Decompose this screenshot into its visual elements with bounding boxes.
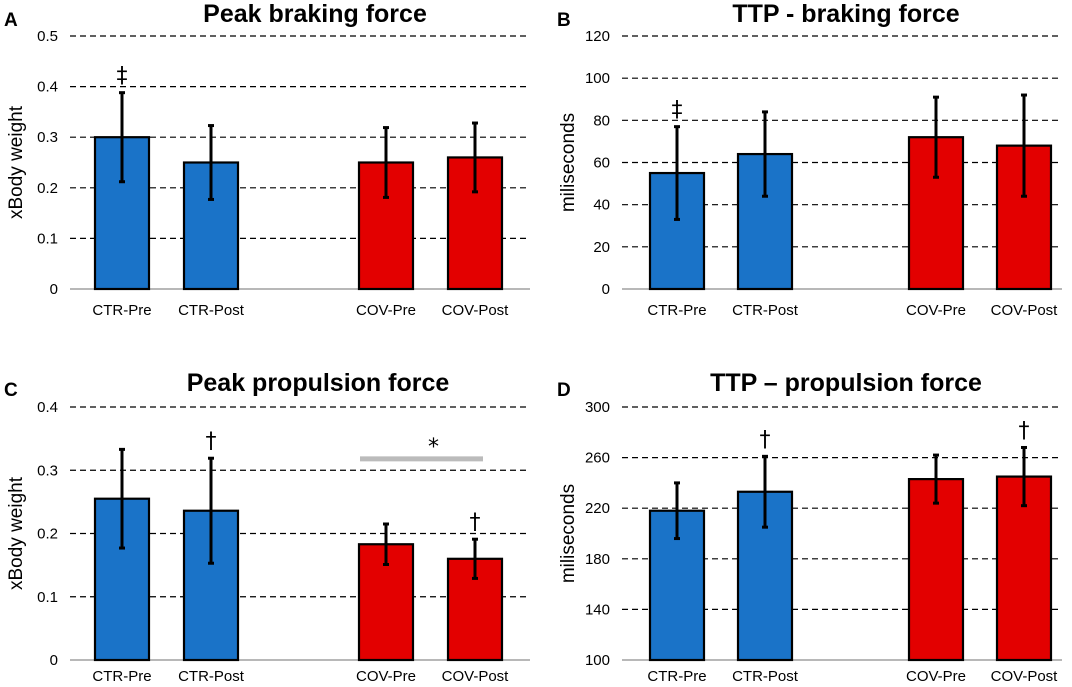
- x-tick-label: CTR-Pre: [647, 668, 706, 685]
- x-tick-label: COV-Pre: [906, 668, 966, 685]
- significance-star: *: [428, 435, 439, 460]
- chart-title: TTP – propulsion force: [710, 369, 982, 397]
- significance-marker: †: [760, 427, 771, 452]
- x-tick-label: CTR-Pre: [92, 668, 151, 685]
- y-tick-label: 220: [585, 500, 610, 517]
- significance-marker: †: [1019, 418, 1030, 443]
- y-tick-label: 0: [50, 652, 58, 669]
- x-tick-label: COV-Pre: [356, 668, 416, 685]
- chart-panel-b: 0 20 40 60 80 100 120 CTR-Pre CTR-Post COV-Pre COV…: [557, 0, 1062, 319]
- y-tick-label: 300: [585, 399, 610, 416]
- y-axis-label: miliseconds: [558, 484, 579, 583]
- significance-marker: ‡: [117, 64, 128, 89]
- x-tick-label: COV-Post: [442, 668, 510, 685]
- y-tick-label: 20: [593, 239, 610, 256]
- y-tick-label: 0.4: [37, 399, 58, 416]
- chart-panel-d: 100 140 180 220 260 300 CTR-Pre CTR-Post COV-Pre…: [557, 369, 1062, 685]
- y-tick-label: 100: [585, 652, 610, 669]
- y-axis-label: miliseconds: [558, 113, 579, 212]
- chart-title: Peak braking force: [203, 0, 427, 28]
- x-tick-label: COV-Pre: [356, 302, 416, 319]
- x-tick-label: COV-Post: [991, 302, 1059, 319]
- y-tick-label: 0.2: [37, 526, 58, 543]
- x-tick-label: CTR-Pre: [647, 302, 706, 319]
- y-tick-label: 0.1: [37, 230, 58, 247]
- y-tick-label: 180: [585, 551, 610, 568]
- chart-panel-c: 0 0.1 0.2 0.3 0.4 CTR-Pre CTR-Post COV-Pre COV-P…: [4, 369, 530, 685]
- panel-label: B: [557, 10, 571, 31]
- y-tick-label: 0.3: [37, 129, 58, 146]
- significance-marker: †: [470, 510, 481, 535]
- x-tick-label: CTR-Pre: [92, 302, 151, 319]
- chart-title: Peak propulsion force: [187, 369, 450, 397]
- x-tick-label: COV-Pre: [906, 302, 966, 319]
- y-tick-label: 80: [593, 112, 610, 129]
- x-tick-label: CTR-Post: [178, 302, 245, 319]
- significance-marker: †: [206, 429, 217, 454]
- y-tick-label: 0.2: [37, 180, 58, 197]
- y-tick-label: 60: [593, 155, 610, 172]
- x-tick-label: COV-Post: [442, 302, 510, 319]
- y-axis-label: xBody weight: [6, 105, 27, 219]
- y-tick-label: 260: [585, 450, 610, 467]
- y-tick-label: 120: [585, 28, 610, 45]
- y-tick-label: 100: [585, 70, 610, 87]
- significance-marker: ‡: [672, 98, 683, 123]
- chart-title: TTP - braking force: [732, 0, 959, 28]
- y-tick-label: 140: [585, 601, 610, 618]
- x-tick-label: CTR-Post: [178, 668, 245, 685]
- panel-label: A: [4, 10, 18, 31]
- chart-panel-a: 0 0.1 0.2 0.3 0.4 0.5 CTR-Pre CTR-Post COV-Pre CO…: [4, 0, 530, 319]
- y-tick-label: 0.5: [37, 28, 58, 45]
- y-tick-label: 0: [50, 281, 58, 298]
- panel-label: C: [4, 380, 18, 401]
- y-tick-label: 0.4: [37, 79, 58, 96]
- bar-cov-pre: [907, 478, 965, 662]
- x-tick-label: COV-Post: [991, 668, 1059, 685]
- x-tick-label: CTR-Post: [732, 302, 799, 319]
- y-tick-label: 0.1: [37, 589, 58, 606]
- x-tick-label: CTR-Post: [732, 668, 799, 685]
- y-tick-label: 40: [593, 197, 610, 214]
- y-tick-label: 0: [602, 281, 610, 298]
- y-axis-label: xBody weight: [6, 476, 27, 590]
- y-tick-label: 0.3: [37, 462, 58, 479]
- panel-label: D: [557, 380, 571, 401]
